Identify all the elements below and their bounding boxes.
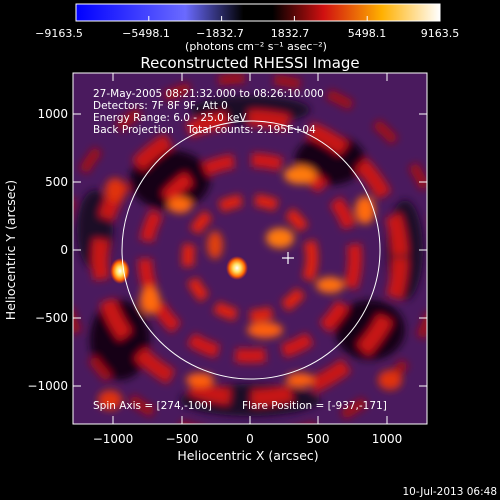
x-axis-label: Heliocentric X (arcsec) [177,448,318,463]
colorbar-tick-label: 1832.7 [271,27,310,40]
info-line-time: 27-May-2005 08:21:32.000 to 08:26:10.000 [93,88,324,100]
y-tick-label: 0 [60,243,68,257]
colorbar-tick-label: −9163.5 [35,27,83,40]
colorbar-tick-label: 5498.1 [348,27,387,40]
info-line-method: Back Projection Total counts: 2.195E+04 [93,124,316,136]
bright-source-center [226,256,248,280]
colorbar-tick-label: −1832.7 [196,27,244,40]
info-line-energy: Energy Range: 6.0 - 25.0 keV [93,112,247,124]
y-tick-label: 500 [45,175,68,189]
colorbar-gradient [75,3,441,22]
x-tick-label: −1000 [93,432,134,446]
y-tick-label: −500 [35,311,68,325]
bright-source-limb [110,258,130,284]
flare-position-label: Flare Position = [-937,-171] [242,400,387,412]
x-tick-label: 0 [246,432,254,446]
y-axis-ticks [73,113,427,387]
y-tick-label: −1000 [27,379,68,393]
reconstructed-image [73,73,427,424]
y-tick-label: 1000 [37,107,68,121]
colorbar-tick-marks [75,16,441,21]
x-tick-label: 1000 [372,432,403,446]
x-tick-label: 500 [307,432,330,446]
y-axis-label: Heliocentric Y (arcsec) [3,180,18,320]
x-tick-label: −500 [166,432,199,446]
plot-title: Reconstructed RHESSI Image [140,54,359,72]
spin-axis-cross [282,252,294,264]
render-timestamp: 10-Jul-2013 06:48 [402,486,497,498]
solar-limb-circle [121,120,381,380]
colorbar-unit-label: (photons cm⁻² s⁻¹ asec⁻²) [185,40,327,53]
info-line-detectors: Detectors: 7F 8F 9F, Att 0 [93,100,228,112]
x-axis-ticks [112,73,388,424]
colorbar-tick-label: −5498.1 [122,27,170,40]
colorbar-tick-label: 9163.5 [421,27,460,40]
spin-axis-label: Spin Axis = [274,-100] [93,400,212,412]
